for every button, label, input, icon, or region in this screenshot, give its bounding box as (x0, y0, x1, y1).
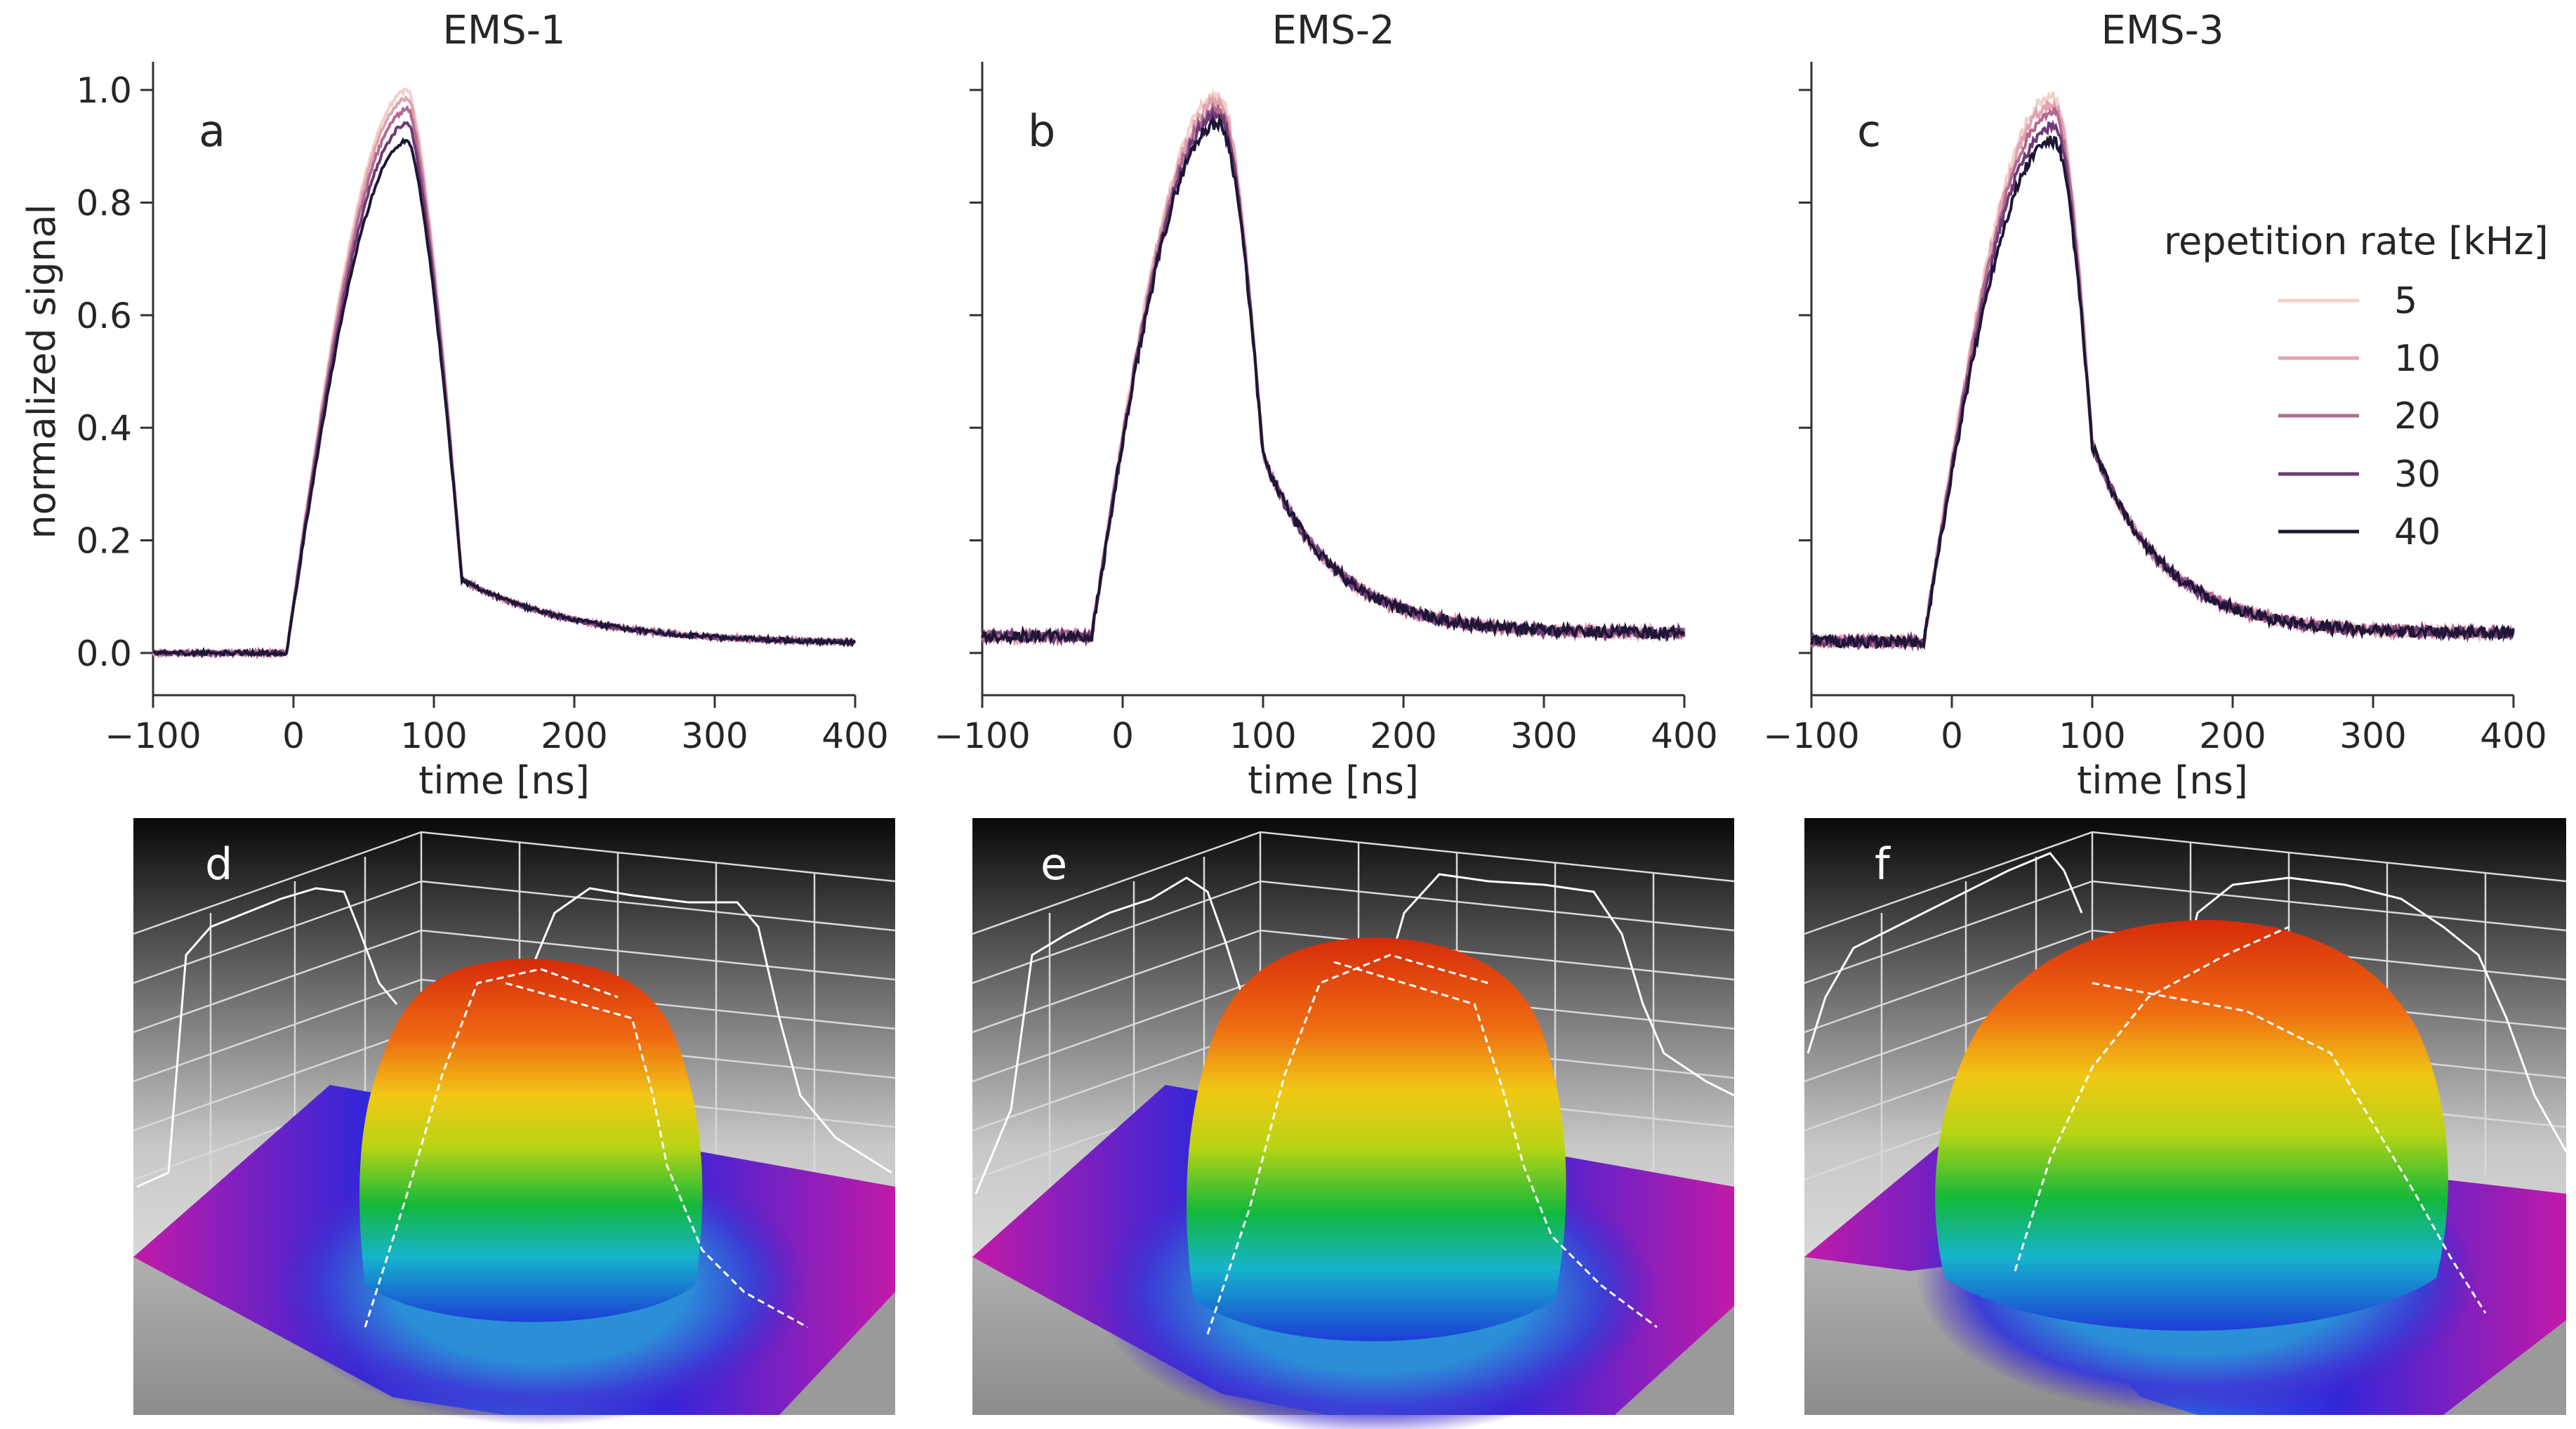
floor (972, 1257, 1327, 1415)
legend-label-20: 20 (2394, 395, 2440, 437)
panel-label-b: b (1028, 105, 1055, 157)
series-line-30khz (152, 121, 856, 659)
x-axis-label: time [ns] (1248, 758, 1419, 803)
x-tick-label: 100 (2059, 716, 2125, 756)
dome-profile-line-2 (2092, 982, 2487, 1314)
series-line-30khz (981, 106, 1686, 647)
x-tick-label: 400 (2480, 716, 2547, 756)
x-tick-label: 0 (1941, 716, 1963, 756)
y-tick-label: 0.8 (76, 183, 132, 223)
x-axis-label: time [ns] (418, 758, 590, 803)
legend-entry-5: 5 (2278, 280, 2417, 322)
beam-dome (359, 959, 703, 1322)
series-line-40khz (981, 114, 1686, 646)
series-line-30khz (1810, 119, 2515, 652)
y-profile-trace (2175, 876, 2568, 1152)
y-tick-label: 0.2 (76, 521, 132, 562)
series-line-40khz (152, 137, 857, 659)
panel-label-f: f (1875, 838, 1891, 890)
panel-label-c: c (1857, 105, 1881, 157)
plot-panel-b: −100 0 100 200 300 400 EMS-2 b time [ns] (934, 8, 1717, 803)
series-line-10khz (152, 95, 857, 660)
x-tick-label: 300 (2339, 716, 2406, 756)
series-line-20khz (981, 101, 1686, 647)
line-plots: −100 0 100 200 300 4000.00.20.40.60.81.0EMS-1… (20, 8, 2547, 803)
x-tick-label: 100 (1229, 716, 1296, 756)
dome-profile-line-1 (364, 968, 619, 1328)
series-line-5khz (152, 87, 857, 659)
x-tick-label: 400 (1651, 716, 1717, 756)
legend-title: repetition rate [kHz] (2164, 219, 2549, 263)
y-axis-label: normalized signal (20, 204, 64, 539)
x-tick-label: −100 (1763, 716, 1859, 756)
beam-profile-f: f (1804, 818, 2568, 1415)
series-line-10khz (981, 93, 1686, 647)
y-profile-trace (518, 887, 892, 1174)
plot-panel-c: −100 0 100 200 300 400 EMS-3 c time [ns] (1763, 8, 2547, 803)
legend-entry-10: 10 (2278, 338, 2440, 380)
legend-label-5: 5 (2394, 280, 2417, 322)
dome-profile-line-1 (2014, 926, 2290, 1272)
panel-label-a: a (199, 105, 225, 157)
x-tick-label: 300 (1510, 716, 1577, 756)
dome-profile-line-1 (1206, 954, 1489, 1335)
x-profile-trace (975, 876, 1265, 1194)
dome-profile-line-2 (1333, 961, 1658, 1329)
x-tick-label: 0 (282, 716, 305, 756)
x-profile-trace (1806, 852, 2083, 1054)
y-tick-label: 0.0 (76, 633, 132, 674)
series-line-20khz (152, 105, 856, 660)
x-tick-label: 100 (400, 716, 467, 756)
series-line-40khz (1810, 136, 2515, 651)
plot-title: EMS-1 (442, 8, 565, 53)
y-tick-label: 0.4 (76, 408, 132, 449)
beam-profile-d: d (133, 818, 896, 1425)
x-tick-label: −100 (934, 716, 1030, 756)
dome-profile-line-2 (505, 982, 808, 1329)
legend-entry-40: 40 (2278, 511, 2440, 553)
legend: repetition rate [kHz] 5 10 20 30 40 (2164, 219, 2549, 553)
plot-title: EMS-3 (2101, 8, 2224, 53)
beam-dome (1187, 937, 1566, 1341)
beam-dome (1935, 920, 2448, 1331)
legend-label-40: 40 (2394, 511, 2440, 553)
x-tick-label: 300 (681, 716, 748, 756)
x-tick-label: 0 (1111, 716, 1134, 756)
panel-label-e: e (1041, 838, 1067, 890)
legend-label-10: 10 (2394, 338, 2440, 380)
floor (133, 1257, 506, 1415)
plot-title: EMS-2 (1272, 8, 1394, 53)
legend-label-30: 30 (2394, 454, 2440, 496)
legend-entry-30: 30 (2278, 454, 2440, 496)
y-tick-label: 0.6 (76, 296, 132, 336)
legend-entry-20: 20 (2278, 395, 2440, 437)
beam-profile-e: e (972, 818, 1735, 1429)
x-axis-label: time [ns] (2077, 758, 2248, 803)
x-tick-label: 200 (2199, 716, 2266, 756)
x-tick-label: −100 (105, 716, 201, 756)
plot-panel-a: −100 0 100 200 300 400 0.0 0.2 0.4 0.6 0.8 1.0 EMS-1… (20, 8, 889, 803)
series-line-5khz (982, 88, 1686, 647)
y-profile-trace (1375, 873, 1735, 1097)
x-tick-label: 400 (821, 716, 888, 756)
y-tick-label: 1.0 (76, 70, 132, 111)
x-tick-label: 200 (1370, 716, 1436, 756)
x-tick-label: 200 (541, 716, 607, 756)
x-profile-trace (136, 887, 398, 1188)
panel-label-d: d (205, 838, 232, 890)
